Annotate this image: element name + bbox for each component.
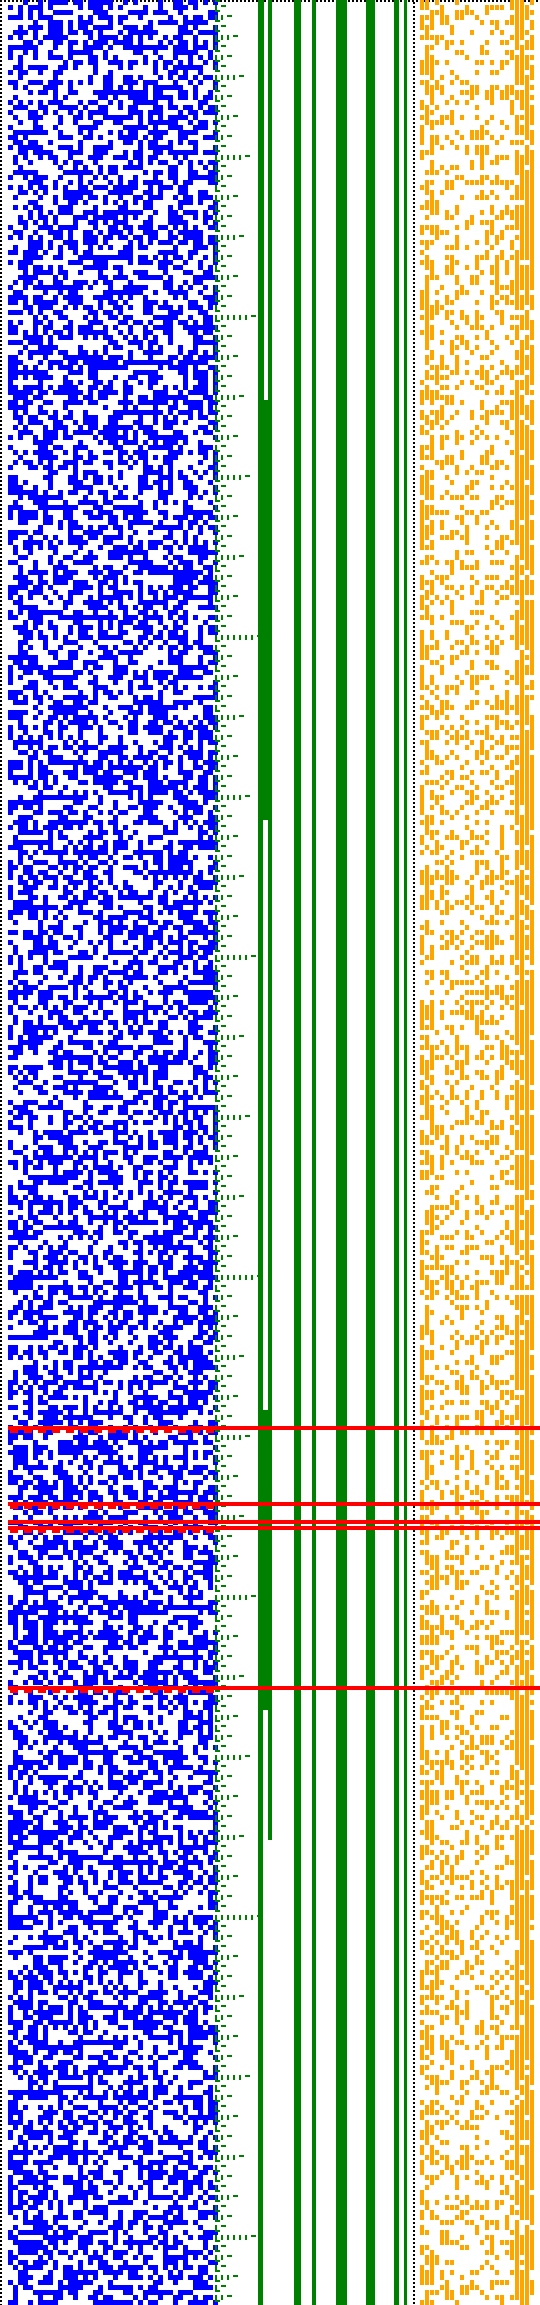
counter-tree: [215, 0, 262, 2302]
counter-bars: [258, 0, 407, 2305]
counter-bar-2-0: [294, 0, 301, 2305]
marker-line-0: [8, 1426, 540, 1430]
marker-line-2: [8, 1520, 540, 1524]
marker-line-4: [8, 1686, 540, 1690]
counter-bar-1-0: [258, 0, 264, 400]
counter-bar-7-0: [404, 0, 407, 2305]
counter-bar-3-0: [312, 0, 316, 2305]
bit-grid: [8, 0, 218, 2305]
marker-lines: [8, 1426, 540, 1693]
counter-bar-6-0: [394, 0, 399, 2305]
marker-line-1: [8, 1502, 540, 1506]
marker-line-3: [8, 1526, 540, 1530]
counter-bar-0-0: [268, 0, 272, 1840]
signal-grid: [420, 0, 534, 2305]
counter-bar-1-3: [258, 1410, 272, 1710]
counter-bar-1-2: [258, 820, 263, 1410]
counter-bar-4-0: [336, 0, 347, 2305]
counter-bar-5-0: [366, 0, 375, 2305]
bit-cells: [8, 0, 218, 2305]
signal-cells: [420, 0, 534, 2305]
tree-cells: [215, 0, 262, 2302]
counter-bar-1-4: [258, 1710, 263, 2305]
counter-bar-1-1: [258, 400, 268, 820]
